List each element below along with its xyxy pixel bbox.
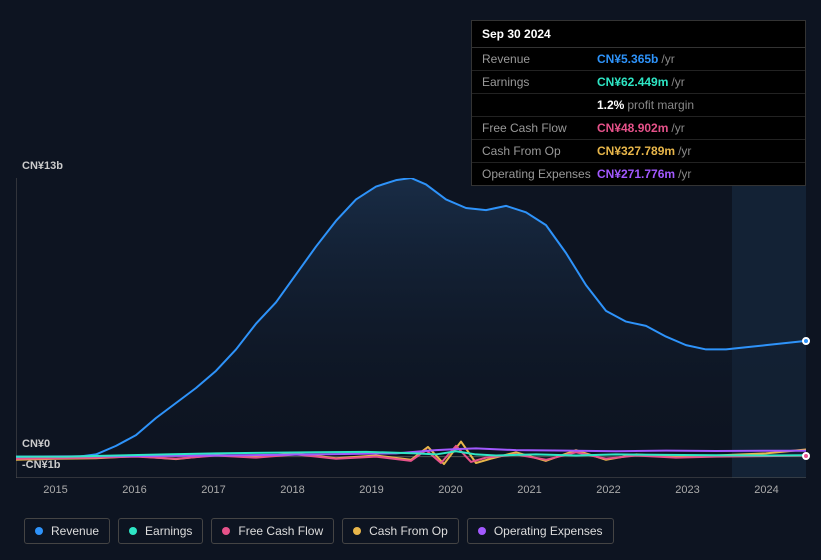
tooltip-row-label: Earnings bbox=[482, 75, 597, 89]
x-axis-tick: 2017 bbox=[174, 484, 253, 502]
tooltip-row-label bbox=[482, 98, 597, 112]
x-axis-tick: 2023 bbox=[648, 484, 727, 502]
x-axis-tick: 2019 bbox=[332, 484, 411, 502]
tooltip-row-value: CN¥48.902m bbox=[597, 121, 668, 135]
tooltip-date: Sep 30 2024 bbox=[472, 21, 805, 48]
tooltip-row-label: Free Cash Flow bbox=[482, 121, 597, 135]
tooltip-row: Cash From OpCN¥327.789m/yr bbox=[472, 140, 805, 163]
chart-legend: Revenue Earnings Free Cash Flow Cash From O… bbox=[24, 518, 614, 544]
legend-label: Free Cash Flow bbox=[238, 524, 323, 538]
tooltip-row: EarningsCN¥62.449m/yr bbox=[472, 71, 805, 94]
legend-item[interactable]: Operating Expenses bbox=[467, 518, 614, 544]
tooltip-row-value: CN¥5.365b bbox=[597, 52, 658, 66]
tooltip-row-unit: /yr bbox=[678, 167, 691, 181]
tooltip-row-unit: /yr bbox=[678, 144, 691, 158]
tooltip-row: Operating ExpensesCN¥271.776m/yr bbox=[472, 163, 805, 185]
tooltip-row-value: CN¥271.776m bbox=[597, 167, 675, 181]
legend-label: Earnings bbox=[145, 524, 192, 538]
legend-dot-icon bbox=[353, 527, 361, 535]
legend-dot-icon bbox=[478, 527, 486, 535]
tooltip-row-value: 1.2% bbox=[597, 98, 624, 112]
tooltip-row-unit: profit margin bbox=[627, 98, 694, 112]
legend-item[interactable]: Free Cash Flow bbox=[211, 518, 334, 544]
tooltip-row-label: Operating Expenses bbox=[482, 167, 597, 181]
series-end-marker bbox=[802, 337, 810, 345]
tooltip-row-value: CN¥327.789m bbox=[597, 144, 675, 158]
legend-item[interactable]: Revenue bbox=[24, 518, 110, 544]
legend-label: Cash From Op bbox=[369, 524, 448, 538]
x-axis-tick: 2015 bbox=[16, 484, 95, 502]
chart-tooltip: Sep 30 2024 RevenueCN¥5.365b/yrEarningsC… bbox=[471, 20, 806, 186]
x-axis-tick: 2016 bbox=[95, 484, 174, 502]
chart-plot-area[interactable] bbox=[16, 178, 806, 478]
tooltip-row-value: CN¥62.449m bbox=[597, 75, 668, 89]
legend-dot-icon bbox=[222, 527, 230, 535]
tooltip-row-label: Cash From Op bbox=[482, 144, 597, 158]
x-axis-tick: 2018 bbox=[253, 484, 332, 502]
legend-label: Operating Expenses bbox=[494, 524, 603, 538]
legend-label: Revenue bbox=[51, 524, 99, 538]
tooltip-row-label: Revenue bbox=[482, 52, 597, 66]
x-axis-tick: 2020 bbox=[411, 484, 490, 502]
y-axis-label-max: CN¥13b bbox=[22, 160, 63, 172]
x-axis-tick: 2024 bbox=[727, 484, 806, 502]
tooltip-row: Free Cash FlowCN¥48.902m/yr bbox=[472, 117, 805, 140]
x-axis: 2015201620172018201920202021202220232024 bbox=[16, 484, 806, 502]
legend-item[interactable]: Earnings bbox=[118, 518, 203, 544]
x-axis-tick: 2021 bbox=[490, 484, 569, 502]
tooltip-row-unit: /yr bbox=[671, 75, 684, 89]
tooltip-row: 1.2%profit margin bbox=[472, 94, 805, 117]
legend-item[interactable]: Cash From Op bbox=[342, 518, 459, 544]
legend-dot-icon bbox=[129, 527, 137, 535]
tooltip-row: RevenueCN¥5.365b/yr bbox=[472, 48, 805, 71]
series-end-marker bbox=[802, 452, 810, 460]
tooltip-row-unit: /yr bbox=[671, 121, 684, 135]
legend-dot-icon bbox=[35, 527, 43, 535]
x-axis-tick: 2022 bbox=[569, 484, 648, 502]
tooltip-row-unit: /yr bbox=[661, 52, 674, 66]
